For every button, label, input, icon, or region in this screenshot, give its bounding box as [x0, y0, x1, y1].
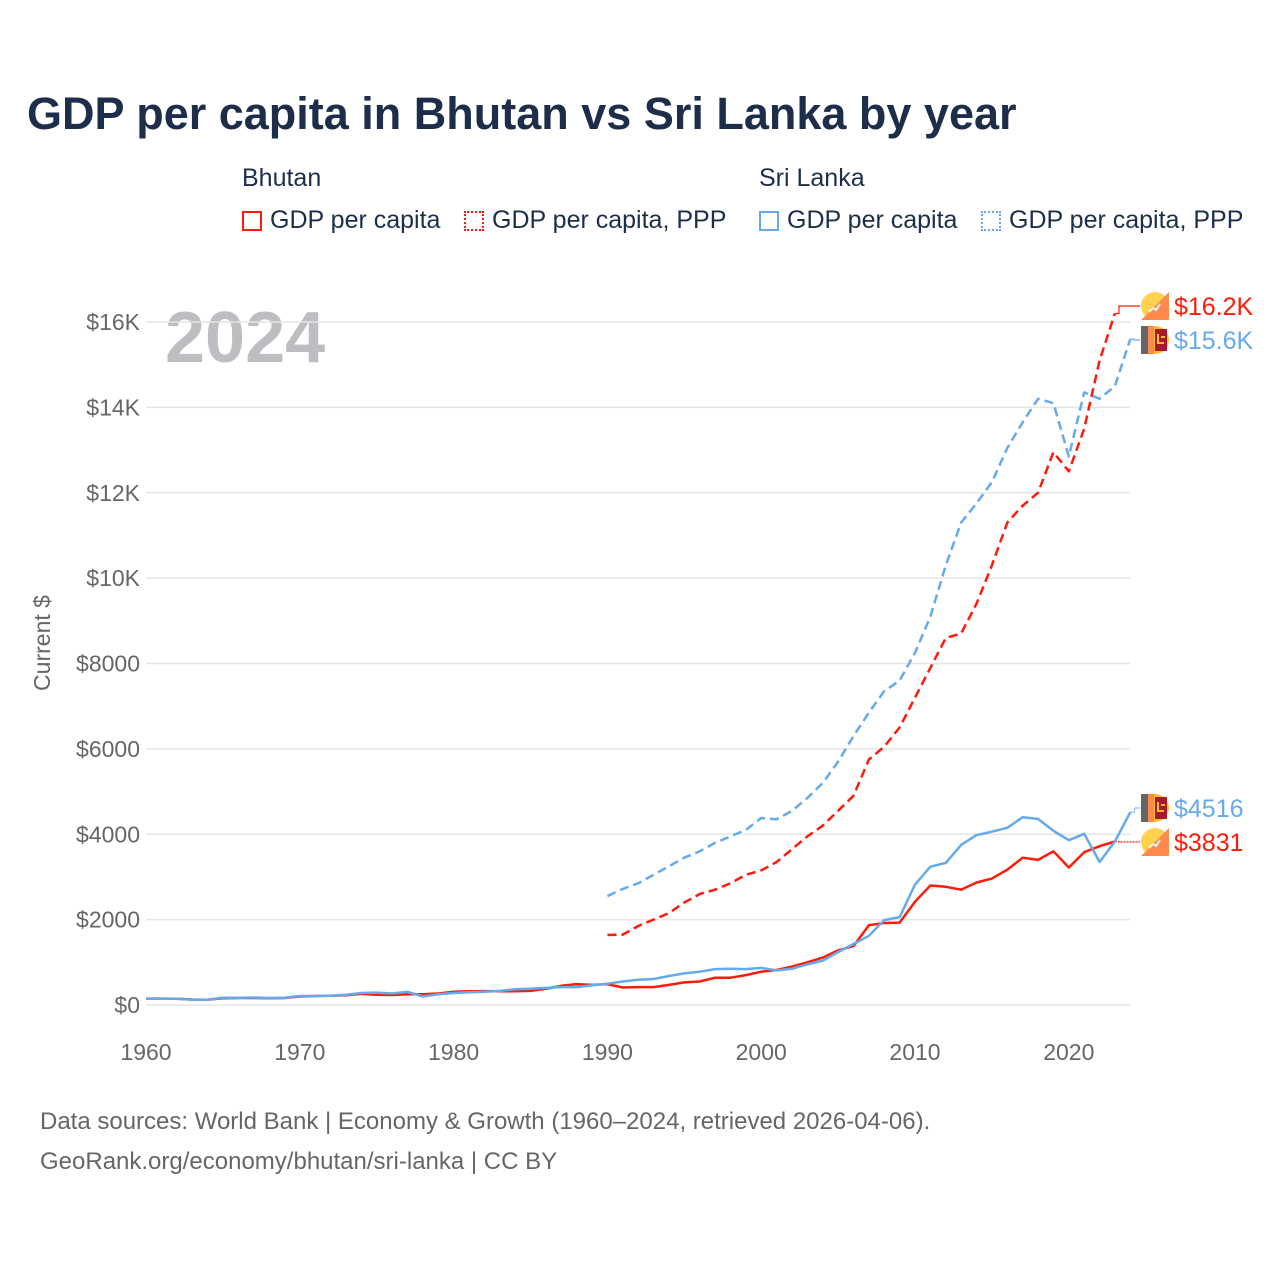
legend-swatch-dotted-red	[464, 210, 484, 231]
series-line-bhutan-gdp-per-capita	[146, 840, 1116, 1001]
y-tick-label: $4000	[76, 821, 140, 847]
legend-swatch-solid-blue	[759, 210, 779, 231]
series-line-sri-lanka-gdp-per-capita	[146, 811, 1132, 1001]
legend-label: GDP per capita	[787, 206, 958, 234]
y-tick-label: $8000	[76, 651, 140, 677]
dragon-icon	[1148, 839, 1161, 849]
label-connector	[1130, 807, 1140, 813]
y-tick-label: $2000	[76, 907, 140, 933]
sri-lanka-flag-stripe	[1148, 326, 1154, 354]
end-value-label: $3831	[1174, 829, 1244, 857]
x-tick-label: 2010	[889, 1039, 940, 1065]
lion-icon	[1157, 334, 1165, 344]
y-tick-label: $14K	[86, 394, 140, 420]
legend-bhutan-ppp[interactable]: GDP per capita, PPP	[464, 206, 726, 235]
y-tick-label: $12K	[86, 480, 140, 506]
year-watermark: 2024	[165, 298, 325, 378]
x-tick-label: 1990	[582, 1039, 633, 1065]
label-connector	[1114, 840, 1140, 843]
y-tick-label: $0	[114, 992, 140, 1018]
legend-srilanka-gdp[interactable]: GDP per capita	[759, 206, 957, 235]
legend-srilanka-ppp[interactable]: GDP per capita, PPP	[981, 206, 1243, 235]
y-axis-label: Current $	[29, 595, 55, 691]
x-tick-label: 1970	[274, 1039, 325, 1065]
x-tick-label: 1980	[428, 1039, 479, 1065]
legend-bhutan-gdp[interactable]: GDP per capita	[242, 206, 440, 235]
sri-lanka-flag-stripe	[1148, 794, 1154, 822]
legend-label: GDP per capita, PPP	[492, 206, 727, 234]
legend-swatch-solid-red	[242, 210, 262, 231]
chart-title: GDP per capita in Bhutan vs Sri Lanka by…	[27, 88, 1017, 139]
label-connector	[1114, 305, 1140, 315]
x-tick-label: 1960	[120, 1039, 171, 1065]
legend-group-bhutan: Bhutan	[242, 164, 322, 192]
sri-lanka-flag-stripe	[1141, 794, 1148, 822]
legend-label: GDP per capita, PPP	[1009, 206, 1244, 234]
bhutan-flag-icon	[1141, 828, 1169, 856]
footer-sources: Data sources: World Bank | Economy & Gro…	[40, 1108, 931, 1135]
label-connector	[1130, 338, 1140, 341]
y-tick-label: $6000	[76, 736, 140, 762]
sri-lanka-flag-field	[1155, 329, 1167, 351]
series-line-sri-lanka-gdp-per-capita-ppp	[606, 338, 1132, 898]
footer-link[interactable]: GeoRank.org/economy/bhutan/sri-lanka | C…	[40, 1148, 558, 1175]
legend-label: GDP per capita	[270, 206, 441, 234]
dragon-icon	[1148, 303, 1161, 313]
x-tick-label: 2020	[1043, 1039, 1094, 1065]
legend-swatch-dotted-blue	[981, 210, 1001, 231]
lion-icon	[1157, 802, 1165, 812]
sri-lanka-flag-stripe	[1141, 326, 1148, 354]
y-tick-label: $10K	[86, 565, 140, 591]
legend-group-sri-lanka: Sri Lanka	[759, 164, 865, 192]
end-value-label: $4516	[1174, 795, 1244, 823]
bhutan-flag-icon	[1141, 292, 1169, 320]
sri-lanka-flag-field	[1155, 797, 1167, 819]
end-value-label: $15.6K	[1174, 327, 1254, 355]
y-tick-label: $16K	[86, 309, 140, 335]
end-value-label: $16.2K	[1174, 293, 1254, 321]
x-tick-label: 2000	[736, 1039, 787, 1065]
